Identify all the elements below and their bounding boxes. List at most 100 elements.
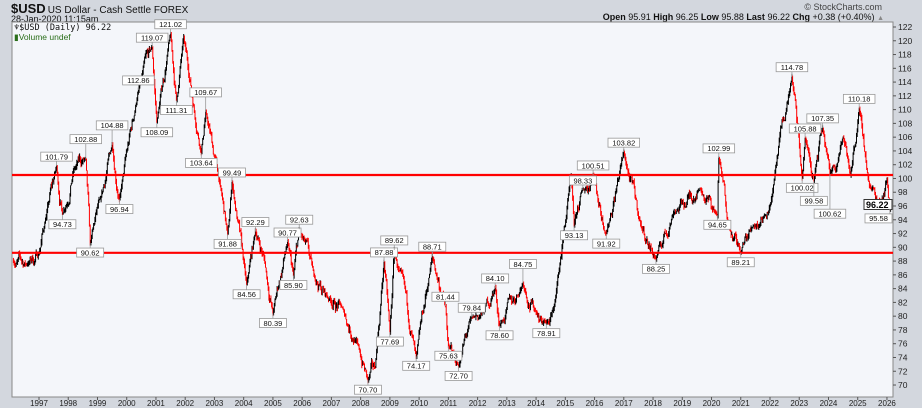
x-tick-label: 2005 bbox=[264, 399, 282, 408]
x-tick-label: 2002 bbox=[176, 399, 194, 408]
y-tick-label: 116 bbox=[898, 63, 912, 73]
annotation: 84.75 bbox=[509, 259, 537, 284]
x-tick-label: 2020 bbox=[703, 399, 721, 408]
x-tick-label: 2007 bbox=[323, 399, 341, 408]
annotation-box bbox=[185, 158, 218, 168]
y-tick-label: 118 bbox=[898, 50, 912, 60]
annotation-box bbox=[813, 208, 847, 219]
annotation-box bbox=[864, 213, 893, 224]
annotation: 77.69 bbox=[375, 332, 404, 347]
y-tick-label: 88 bbox=[898, 256, 908, 266]
annotation-label: 107.35 bbox=[811, 114, 834, 123]
annotation-box bbox=[69, 134, 102, 145]
x-tick-label: 1998 bbox=[59, 399, 77, 408]
annotation: 121.02 bbox=[154, 19, 187, 34]
low-label: Low bbox=[700, 12, 719, 22]
annotation-label: 87.88 bbox=[375, 248, 394, 257]
annotation: 103.82 bbox=[607, 137, 641, 153]
last-value-tag bbox=[863, 198, 893, 210]
y-tick-label: 92 bbox=[898, 229, 908, 239]
annotation: 94.65 bbox=[703, 215, 732, 230]
x-tick-label: 2012 bbox=[469, 399, 487, 408]
annotation: 89.21 bbox=[726, 252, 755, 268]
up-triangle-icon: ▲ bbox=[877, 15, 884, 22]
annotation: 70.70 bbox=[354, 380, 382, 395]
annotation-box bbox=[607, 137, 641, 148]
annotation-label: 89.62 bbox=[385, 236, 404, 245]
annotation: 78.91 bbox=[532, 323, 561, 339]
y-tick-label: 112 bbox=[898, 91, 912, 101]
annotation-box bbox=[122, 75, 155, 86]
annotation-label: 103.82 bbox=[612, 138, 635, 147]
annotation-box bbox=[576, 160, 610, 171]
x-tick-label: 2009 bbox=[381, 399, 399, 408]
annotation: 93.13 bbox=[560, 225, 588, 241]
annotation-box bbox=[568, 175, 597, 186]
annotation-label: 91.92 bbox=[597, 239, 616, 248]
price-bars bbox=[12, 31, 892, 384]
annotation-box bbox=[273, 227, 302, 238]
annotation: 92.63 bbox=[285, 214, 314, 230]
annotation-box bbox=[799, 195, 828, 206]
y-tick-label: 96 bbox=[898, 201, 908, 211]
annotation-label: 119.07 bbox=[141, 33, 163, 42]
y-tick-label: 120 bbox=[898, 36, 912, 46]
x-tick-label: 2026 bbox=[878, 399, 896, 408]
annotation: 107.35 bbox=[806, 113, 839, 128]
annotation-box bbox=[703, 219, 732, 230]
x-tick-label: 2024 bbox=[820, 399, 838, 408]
horizontal-lines bbox=[12, 173, 893, 254]
high-value: 96.25 bbox=[675, 12, 699, 22]
plot-area bbox=[11, 21, 894, 398]
annotation-box bbox=[380, 235, 409, 246]
x-tick-label: 2015 bbox=[556, 399, 574, 408]
annotations: 101.79 94.73 102.88 90.62 104.88 96.94 112.86 1… bbox=[40, 19, 893, 395]
y-tick-label: 72 bbox=[898, 366, 908, 376]
annotation: 87.88 bbox=[370, 247, 398, 262]
x-tick-label: 2013 bbox=[498, 399, 516, 408]
annotation-label: 95.58 bbox=[869, 214, 888, 223]
annotation-box bbox=[285, 214, 314, 225]
annotation-box bbox=[560, 230, 588, 241]
annotation-label: 78.91 bbox=[537, 329, 556, 338]
y-tick-label: 84 bbox=[898, 284, 908, 294]
annotation: 98.33 bbox=[568, 175, 597, 190]
volume-icon: ▮ bbox=[14, 32, 19, 42]
annotation: 104.88 bbox=[95, 120, 129, 145]
y-tick-label: 114 bbox=[898, 77, 912, 87]
annotation: 90.62 bbox=[76, 243, 105, 258]
symbol-title: $USD US Dollar - Cash Settle FOREX bbox=[11, 1, 188, 16]
ohlc-readout: Open 95.91 High 96.25 Low 95.88 Last 96.… bbox=[603, 12, 884, 22]
annotation-box bbox=[702, 143, 736, 154]
annotation-label: 85.90 bbox=[284, 281, 303, 290]
y-tick-label: 122 bbox=[898, 22, 912, 32]
x-tick-label: 2008 bbox=[352, 399, 370, 408]
annotation-box bbox=[189, 87, 222, 98]
annotation: 109.67 bbox=[189, 87, 222, 112]
annotation: 99.58 bbox=[799, 181, 828, 206]
annotation-box bbox=[842, 93, 876, 104]
y-tick-label: 100 bbox=[898, 173, 912, 183]
annotation-box bbox=[48, 219, 77, 230]
annotation: 108.09 bbox=[140, 122, 174, 138]
y-tick-label: 94 bbox=[898, 215, 908, 225]
brand-logo: © StockCharts.com bbox=[804, 2, 882, 12]
annotation: 85.90 bbox=[279, 275, 308, 290]
annotation-box bbox=[434, 350, 463, 361]
annotation: 99.49 bbox=[218, 167, 246, 182]
annotation: 100.62 bbox=[813, 174, 847, 219]
annotation-box bbox=[509, 259, 537, 269]
annotation-label: 100.51 bbox=[582, 161, 605, 170]
x-tick-label: 1997 bbox=[30, 399, 48, 408]
annotation-label: 112.86 bbox=[127, 76, 149, 85]
annotation-box bbox=[259, 318, 287, 328]
low-value: 95.88 bbox=[721, 12, 744, 22]
volume-legend-text: Volume undef bbox=[18, 32, 71, 42]
annotation-label: 92.29 bbox=[246, 218, 265, 227]
annotation-box bbox=[806, 113, 839, 124]
y-axis: 70 72 74 76 78 80 82 84 86 88 90 92 94 96 98 100 102 104 1… bbox=[863, 22, 912, 390]
y-tick-label: 98 bbox=[898, 187, 908, 197]
x-tick-label: 2021 bbox=[732, 399, 750, 408]
y-tick-label: 86 bbox=[898, 270, 908, 280]
annotation-box bbox=[642, 263, 670, 274]
